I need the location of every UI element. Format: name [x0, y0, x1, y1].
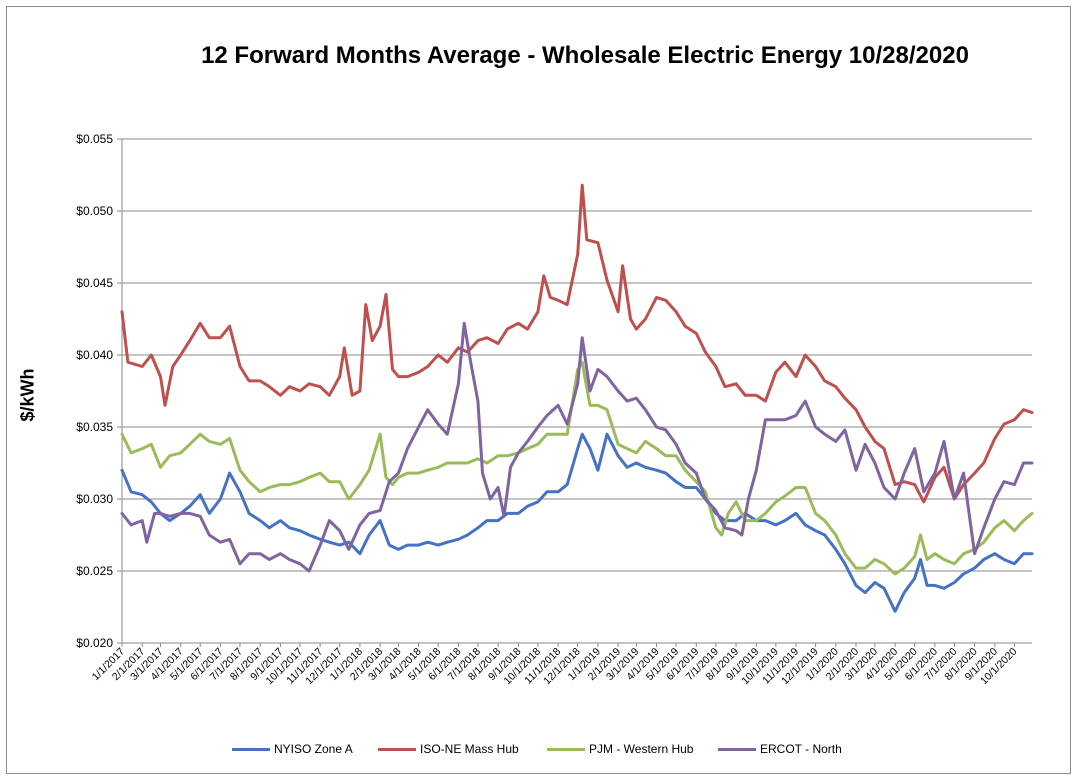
- y-tick-label: $0.045: [76, 276, 113, 290]
- series-line-nyiso-zone-a: [120, 432, 1034, 613]
- y-tick-label: $0.040: [76, 348, 113, 362]
- legend-swatch: [232, 747, 270, 751]
- series-line-pjm-western-hub: [120, 360, 1034, 576]
- legend-swatch: [718, 747, 756, 751]
- legend-item: PJM - Western Hub: [547, 742, 693, 756]
- y-tick-label: $0.025: [76, 564, 113, 578]
- series-line-iso-ne-mass-hub: [120, 183, 1034, 504]
- y-tick-label: $0.050: [76, 204, 113, 218]
- legend-item: NYISO Zone A: [232, 742, 353, 756]
- legend-item: ISO-NE Mass Hub: [378, 742, 519, 756]
- series-line-ercot-north: [120, 321, 1034, 573]
- legend-label: NYISO Zone A: [274, 742, 353, 756]
- legend-label: ISO-NE Mass Hub: [420, 742, 519, 756]
- y-tick-label: $0.030: [76, 492, 113, 506]
- chart-legend: NYISO Zone A ISO-NE Mass Hub PJM - Western…: [0, 742, 1079, 762]
- y-tick-label: $0.055: [76, 132, 113, 146]
- legend-swatch: [378, 747, 416, 751]
- chart-frame: [6, 6, 1071, 774]
- legend-swatch: [547, 747, 585, 751]
- legend-item: ERCOT - North: [718, 742, 842, 756]
- y-tick-label: $0.035: [76, 420, 113, 434]
- legend-label: PJM - Western Hub: [589, 742, 694, 756]
- chart-title: 12 Forward Months Average - Wholesale El…: [201, 42, 969, 69]
- legend-label: ERCOT - North: [760, 742, 842, 756]
- y-tick-label: $0.020: [76, 636, 113, 650]
